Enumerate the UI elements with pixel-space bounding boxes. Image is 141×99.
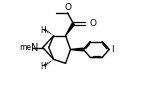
Text: H: H [40,62,46,71]
Polygon shape [70,48,83,51]
Text: H: H [40,26,46,35]
Text: me: me [19,43,31,52]
Text: N: N [31,42,39,53]
Polygon shape [66,23,75,36]
Text: O: O [90,19,97,28]
Text: I: I [112,45,114,54]
Text: O: O [64,3,71,12]
